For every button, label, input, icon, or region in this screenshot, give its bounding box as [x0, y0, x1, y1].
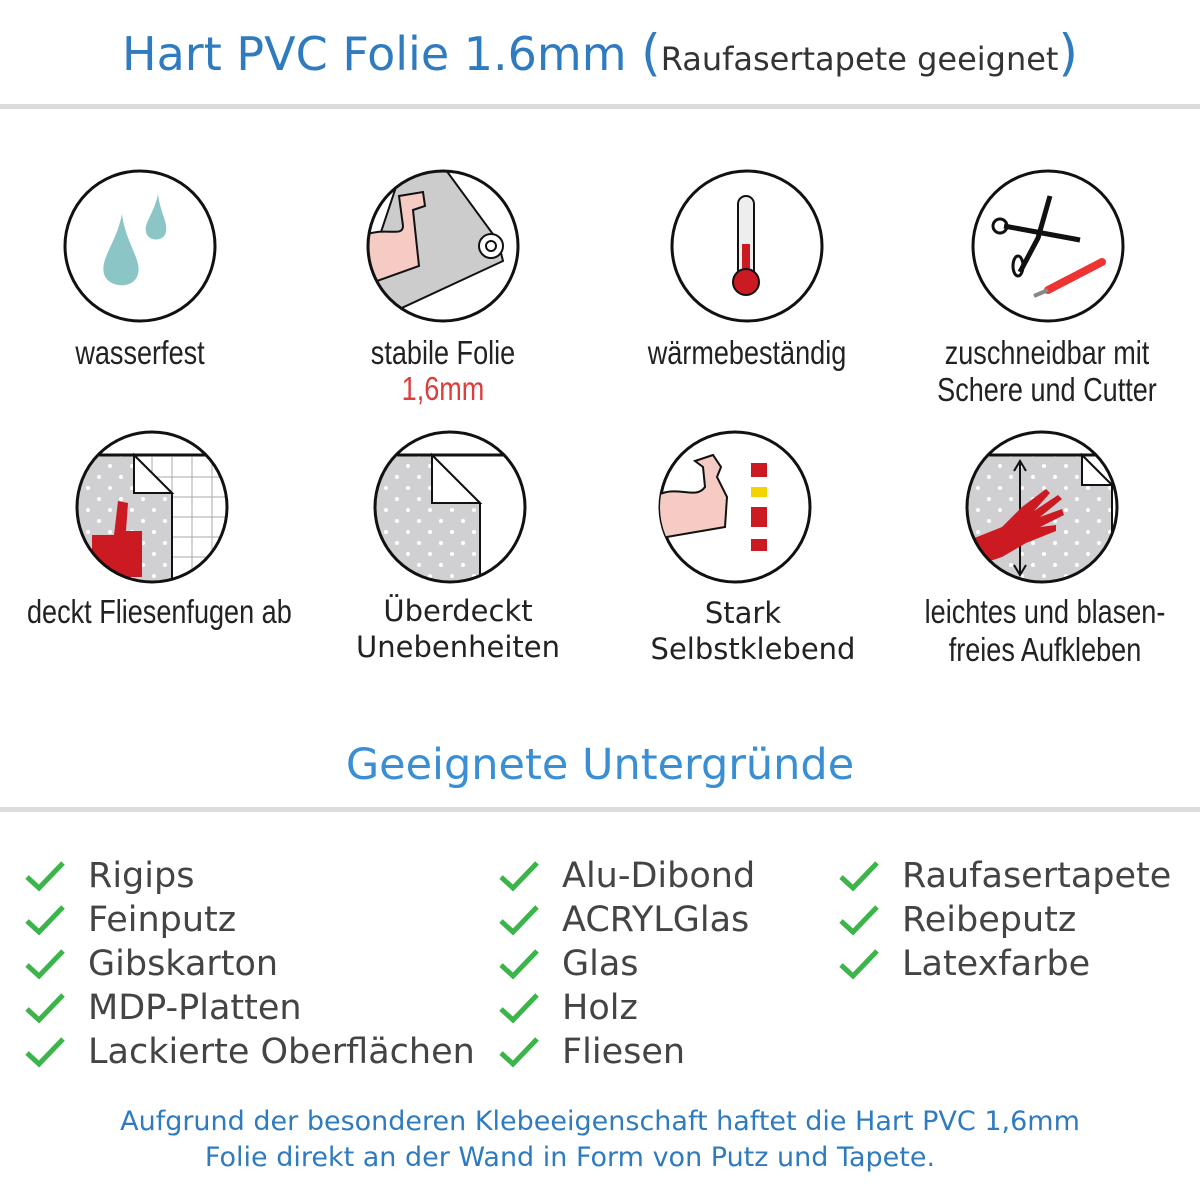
section-title: Geeignete Untergründe — [345, 740, 855, 790]
hand-apply-icon — [965, 430, 1119, 584]
check-icon — [25, 1037, 65, 1068]
surface-label: Rigips — [88, 856, 195, 896]
footer-note-line1: Aufgrund der besonderen Klebeeigenschaft… — [120, 1106, 1080, 1137]
surface-label: Gibskarton — [88, 944, 279, 984]
feature-label: wasserfest — [75, 334, 205, 371]
surface-item: Glas — [498, 942, 755, 986]
surface-list-3: Raufasertapete Reibeputz Latexfarbe — [838, 854, 1171, 986]
strong-arm-foil-icon — [366, 169, 520, 323]
title-main: Hart PVC Folie 1.6mm — [122, 27, 627, 81]
surface-label: MDP-Platten — [88, 988, 302, 1028]
check-icon — [499, 905, 539, 936]
check-icon — [499, 1037, 539, 1068]
check-icon — [499, 949, 539, 980]
surface-list-1: Rigips Feinputz Gibskarton MDP-Platten Lacki… — [24, 854, 475, 1074]
check-icon — [499, 861, 539, 892]
feature-label: Überdeckt — [383, 594, 533, 628]
check-icon — [25, 949, 65, 980]
surface-label: Fliesen — [562, 1032, 686, 1072]
check-icon — [25, 993, 65, 1024]
footer-note-line2: Folie direkt an der Wand in Form von Put… — [204, 1142, 936, 1173]
page-title: Hart PVC Folie 1.6mm (Raufasertapete gee… — [0, 24, 1200, 82]
surface-item: MDP-Platten — [24, 986, 475, 1030]
feature-label: wärmebeständig — [647, 334, 847, 371]
feature-label: Unebenheiten — [356, 630, 560, 664]
paren: ) — [1058, 24, 1078, 82]
surface-item: Latexfarbe — [838, 942, 1171, 986]
surface-label: Feinputz — [88, 900, 237, 940]
surface-label: Alu-Dibond — [562, 856, 756, 896]
check-icon — [25, 861, 65, 892]
feature-label: zuschneidbar mit — [944, 334, 1150, 371]
feature-note: 1,6mm — [401, 370, 485, 407]
feature-label: freies Aufkleben — [948, 631, 1142, 668]
surface-label: Glas — [562, 944, 639, 984]
surface-item: Lackierte Oberflächen — [24, 1030, 475, 1074]
water-drops-icon — [63, 169, 217, 323]
surface-item: Alu-Dibond — [498, 854, 755, 898]
surface-item: Raufasertapete — [838, 854, 1171, 898]
surface-item: Fliesen — [498, 1030, 755, 1074]
thumbs-up-tiles-icon — [75, 430, 229, 584]
surface-item: Feinputz — [24, 898, 475, 942]
title-subtitle: Raufasertapete geeignet — [660, 40, 1059, 78]
surface-label: Latexfarbe — [902, 944, 1091, 984]
thermometer-icon — [670, 169, 824, 323]
divider — [0, 104, 1200, 109]
check-icon — [499, 993, 539, 1024]
surface-item: Rigips — [24, 854, 475, 898]
scissors-cutter-icon — [971, 169, 1125, 323]
surface-label: Raufasertapete — [902, 856, 1172, 896]
feature-label: leichtes und blasen- — [924, 593, 1166, 630]
surface-label: Holz — [562, 988, 638, 1028]
feature-label: Schere und Cutter — [937, 371, 1157, 408]
surface-label: Lackierte Oberflächen — [88, 1032, 475, 1072]
foil-peel-icon — [373, 430, 527, 584]
arm-glue-icon — [658, 430, 812, 584]
check-icon — [839, 949, 879, 980]
surface-item: Gibskarton — [24, 942, 475, 986]
check-icon — [839, 861, 879, 892]
divider — [0, 807, 1200, 812]
surface-label: ACRYLGlas — [562, 900, 750, 940]
surface-list-2: Alu-Dibond ACRYLGlas Glas Holz Fliesen — [498, 854, 755, 1074]
check-icon — [839, 905, 879, 936]
check-icon — [25, 905, 65, 936]
feature-label: Selbstklebend — [650, 632, 856, 666]
feature-label: Stark — [704, 596, 782, 630]
paren: ( — [641, 24, 661, 82]
surface-item: ACRYLGlas — [498, 898, 755, 942]
surface-item: Holz — [498, 986, 755, 1030]
feature-label: deckt Fliesenfugen ab — [27, 593, 292, 630]
feature-label: stabile Folie — [370, 334, 516, 371]
surface-item: Reibeputz — [838, 898, 1171, 942]
surface-label: Reibeputz — [902, 900, 1077, 940]
